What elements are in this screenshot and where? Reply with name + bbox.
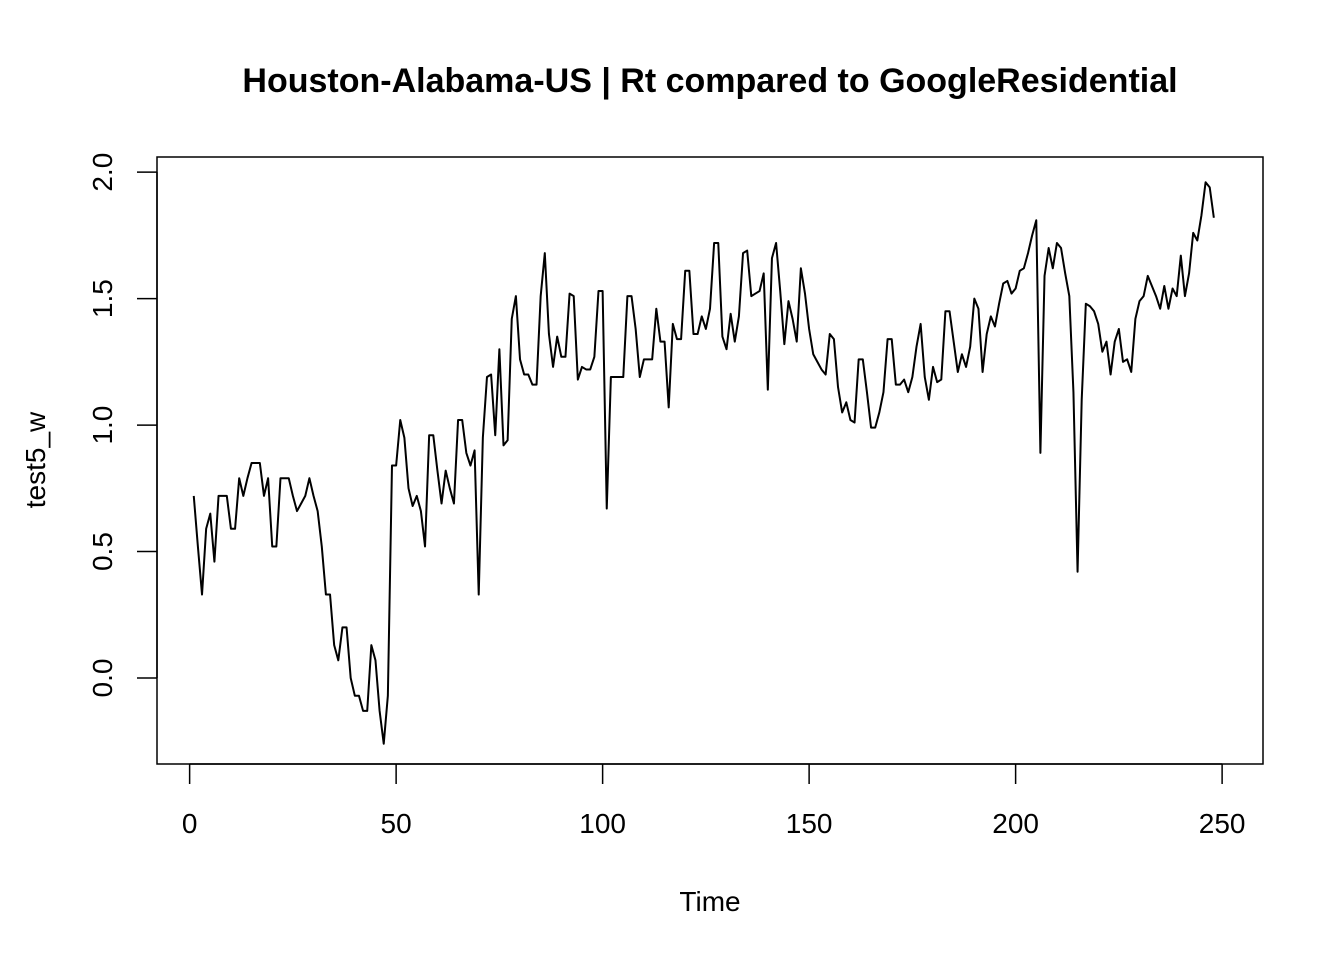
y-tick-label: 1.5 [87,279,118,318]
y-axis: 0.0 0.5 1.0 1.5 2.0 [87,153,158,698]
x-axis-label: Time [679,886,740,917]
x-axis: 0 50 100 150 200 250 [182,763,1246,839]
chart-title: Houston-Alabama-US | Rt compared to Goog… [242,62,1177,100]
x-tick-label: 50 [381,808,412,839]
x-tick-label: 100 [579,808,626,839]
x-tick-label: 0 [182,808,198,839]
y-axis-label: test5_w [20,411,51,508]
y-tick-label: 2.0 [87,153,118,192]
x-tick-label: 150 [786,808,833,839]
series-layer [192,181,1215,745]
x-tick-label: 200 [992,808,1039,839]
x-tick-label: 250 [1199,808,1246,839]
plot-frame [156,156,1264,765]
series-line [192,181,1215,745]
y-tick-label: 0.0 [87,659,118,698]
y-tick-label: 1.0 [87,406,118,445]
y-tick-label: 0.5 [87,532,118,571]
